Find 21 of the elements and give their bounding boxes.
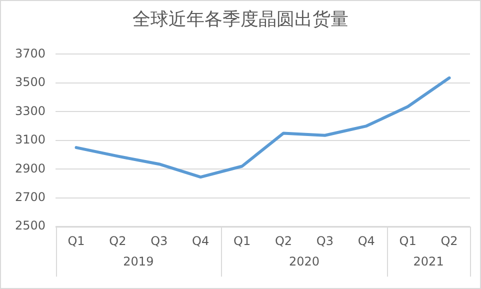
x-tick-label: Q3 — [316, 234, 334, 248]
chart-title: 全球近年各季度晶圆出货量 — [132, 8, 350, 31]
y-tick-label: 2900 — [14, 161, 46, 176]
x-tick-label: Q2 — [440, 234, 458, 248]
y-tick-label: 3100 — [14, 132, 46, 147]
x-tick-label: Q4 — [358, 234, 375, 248]
y-tick-label: 3700 — [14, 46, 46, 60]
x-tick-label: Q2 — [109, 234, 126, 248]
x-tick-label: Q1 — [68, 234, 85, 248]
y-tick-label: 2500 — [14, 218, 46, 233]
y-tick-label: 3300 — [14, 104, 46, 118]
y-tick-label: 3500 — [14, 75, 46, 90]
x-tick-label: Q1 — [399, 234, 416, 248]
text: 2021 — [413, 254, 444, 269]
x-tick-label: Q1 — [234, 234, 251, 248]
text: 2020 — [288, 254, 320, 269]
y-tick-label: 2700 — [14, 190, 46, 204]
x-tick-label: Q3 — [150, 234, 168, 248]
text: 2019 — [123, 254, 154, 269]
x-tick-label: Q2 — [274, 234, 292, 248]
x-tick-label: Q4 — [192, 234, 210, 248]
